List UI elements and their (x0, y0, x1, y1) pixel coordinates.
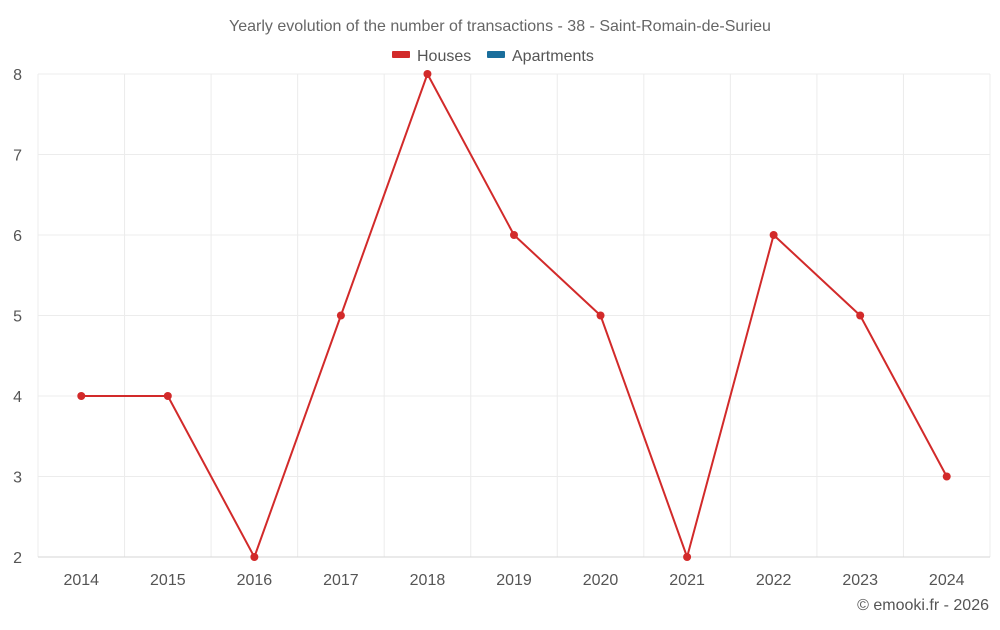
chart-title: Yearly evolution of the number of transa… (229, 18, 771, 35)
x-axis-ticks: 2014 2015 2016 2017 2018 2019 2020 2021 2022 2023… (63, 572, 964, 589)
x-tick-label: 2023 (842, 572, 878, 589)
x-tick-label: 2021 (669, 572, 705, 589)
x-tick-label: 2014 (63, 572, 99, 589)
legend-item-apartments[interactable]: Apartments (487, 48, 594, 65)
legend-item-houses[interactable]: Houses (392, 48, 471, 65)
y-tick-label: 8 (13, 67, 22, 84)
legend: Houses Apartments (392, 48, 594, 65)
y-tick-label: 3 (13, 470, 22, 487)
x-tick-label: 2016 (237, 572, 273, 589)
data-point-houses[interactable] (769, 231, 778, 239)
data-point-houses[interactable] (942, 472, 951, 481)
legend-label-houses: Houses (417, 48, 471, 65)
legend-swatch-apartments (487, 51, 505, 58)
data-point-houses[interactable] (510, 231, 518, 239)
data-point-houses[interactable] (423, 70, 432, 78)
data-point-houses[interactable] (77, 392, 86, 400)
x-tick-label: 2017 (323, 572, 359, 589)
data-point-houses[interactable] (596, 311, 605, 320)
y-tick-label: 6 (13, 228, 22, 245)
x-tick-label: 2019 (496, 572, 532, 589)
data-point-houses[interactable] (163, 392, 172, 400)
data-series (77, 70, 951, 561)
x-tick-label: 2022 (756, 572, 792, 589)
legend-label-apartments: Apartments (512, 48, 594, 65)
y-tick-label: 7 (13, 148, 22, 165)
y-tick-label: 2 (13, 550, 22, 567)
credit-text: © emooki.fr - 2026 (857, 597, 989, 614)
x-tick-label: 2018 (410, 572, 446, 589)
x-tick-label: 2015 (150, 572, 186, 589)
data-point-houses[interactable] (336, 311, 345, 320)
y-axis-ticks: 2 3 4 5 6 7 8 (13, 67, 22, 567)
y-tick-label: 4 (13, 389, 22, 406)
data-point-houses[interactable] (856, 311, 865, 320)
data-point-houses[interactable] (250, 553, 259, 561)
x-tick-label: 2020 (583, 572, 619, 589)
data-point-houses[interactable] (683, 553, 692, 561)
x-tick-label: 2024 (929, 572, 965, 589)
y-tick-label: 5 (13, 309, 22, 326)
legend-swatch-houses (392, 51, 410, 58)
grid (37, 73, 991, 558)
